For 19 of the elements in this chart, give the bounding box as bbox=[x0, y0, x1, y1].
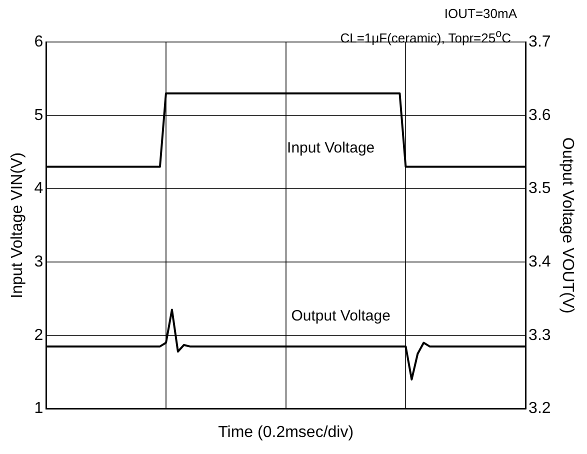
series-label: Input Voltage bbox=[287, 139, 375, 156]
series-label: Output Voltage bbox=[291, 308, 390, 325]
y2-tick-label: 3.2 bbox=[528, 400, 551, 418]
y2-tick-label: 3.6 bbox=[528, 106, 551, 124]
annotation: CL=1μF(ceramic), Topr=25$^{o}$C bbox=[340, 27, 511, 48]
y-tick-label: 4 bbox=[34, 180, 44, 198]
y2-tick-label: 3.7 bbox=[528, 33, 551, 50]
y-tick-label: 5 bbox=[34, 106, 44, 124]
y-tick-label: 1 bbox=[34, 400, 44, 418]
y-tick-label: 2 bbox=[34, 326, 44, 344]
y2-tick-label: 3.3 bbox=[528, 326, 551, 344]
text: IOUT=30mA bbox=[443, 5, 517, 23]
y2-axis-title: Output Voltage VOUT(V) bbox=[558, 137, 576, 314]
x-axis-title: Time (0.2msec/div) bbox=[218, 424, 354, 441]
y2-tick-label: 3.4 bbox=[528, 253, 551, 270]
y-tick-label: 6 bbox=[34, 33, 44, 50]
y2-tick-label: 3.5 bbox=[528, 180, 551, 198]
y-axis-title: Input Voltage VIN(V) bbox=[9, 152, 26, 298]
y-tick-label: 3 bbox=[34, 253, 44, 270]
